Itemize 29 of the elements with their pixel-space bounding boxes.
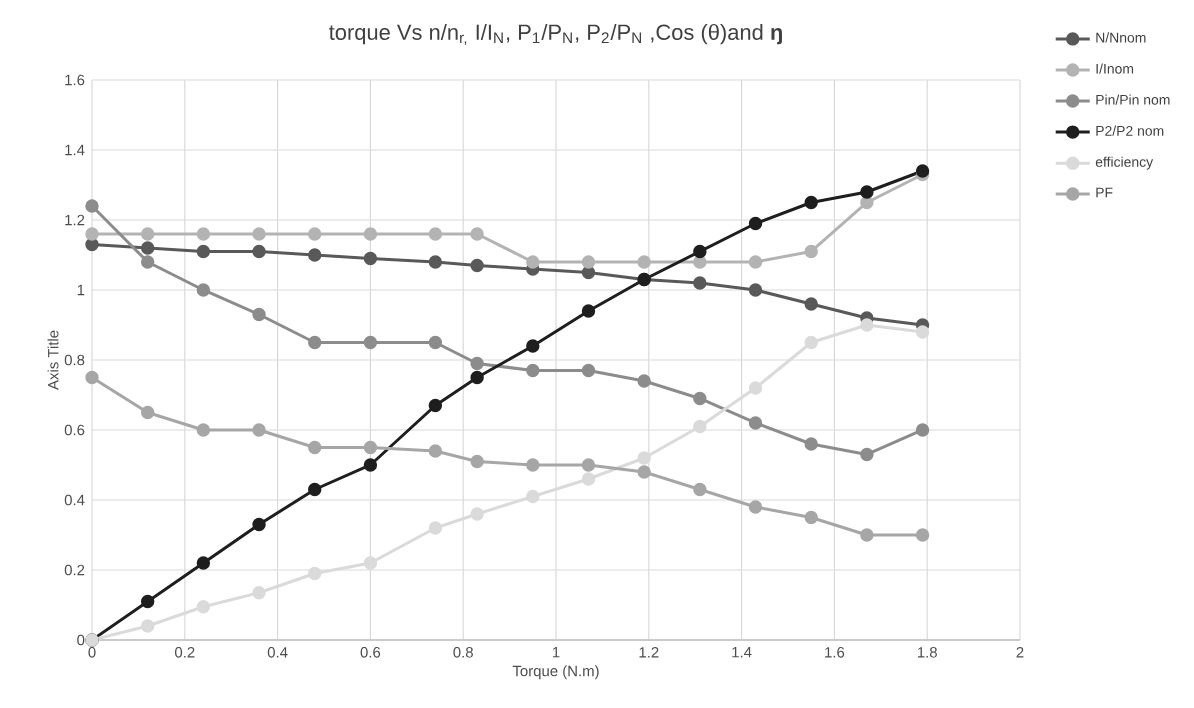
x-tick-label: 0.6 bbox=[360, 647, 381, 658]
x-tick-label: 0.2 bbox=[175, 647, 195, 658]
y-tick-label: 1.6 bbox=[65, 74, 85, 86]
y-tick-label: 0.2 bbox=[64, 564, 85, 576]
legend-label: I/Inom bbox=[1096, 63, 1134, 74]
y-tick-label: 0 bbox=[77, 634, 85, 646]
legend-label: PF bbox=[1096, 187, 1113, 198]
y-tick-label: 0.8 bbox=[64, 354, 85, 366]
x-tick-label: 0.8 bbox=[453, 647, 473, 658]
y-tick-label: 1.4 bbox=[65, 144, 85, 156]
x-tick-label: 0 bbox=[88, 647, 96, 658]
y-tick-label: 0.4 bbox=[64, 494, 85, 506]
y-tick-label: 1 bbox=[77, 284, 85, 296]
legend-label: Pin/Pin nom bbox=[1096, 94, 1170, 105]
y-axis-title: Axis Title bbox=[47, 330, 59, 390]
x-axis-title: Torque (N.m) bbox=[512, 665, 599, 680]
y-tick-label: 1.2 bbox=[65, 214, 85, 226]
x-tick-label: 1.2 bbox=[639, 647, 659, 658]
chart-title: torque Vs n/n$_{r,}$ I/I$_{N}$, P$_{1}$/P$_{N}$, P$_{2}$/P$_{N}$ ,Cos (θ)and ŋ bbox=[329, 23, 782, 45]
x-tick-label: 0.4 bbox=[267, 647, 288, 658]
legend-label: N/Nnom bbox=[1096, 32, 1146, 43]
x-tick-label: 1.8 bbox=[917, 647, 937, 658]
x-tick-label: 1 bbox=[552, 647, 560, 658]
x-tick-label: 1.4 bbox=[732, 647, 752, 658]
legend-label: efficiency bbox=[1095, 156, 1154, 170]
y-tick-label: 0.6 bbox=[64, 424, 85, 436]
x-tick-label: 1.6 bbox=[825, 647, 845, 658]
legend-label: P2/P2 nom bbox=[1096, 125, 1164, 136]
x-tick-label: 2 bbox=[1016, 647, 1024, 658]
